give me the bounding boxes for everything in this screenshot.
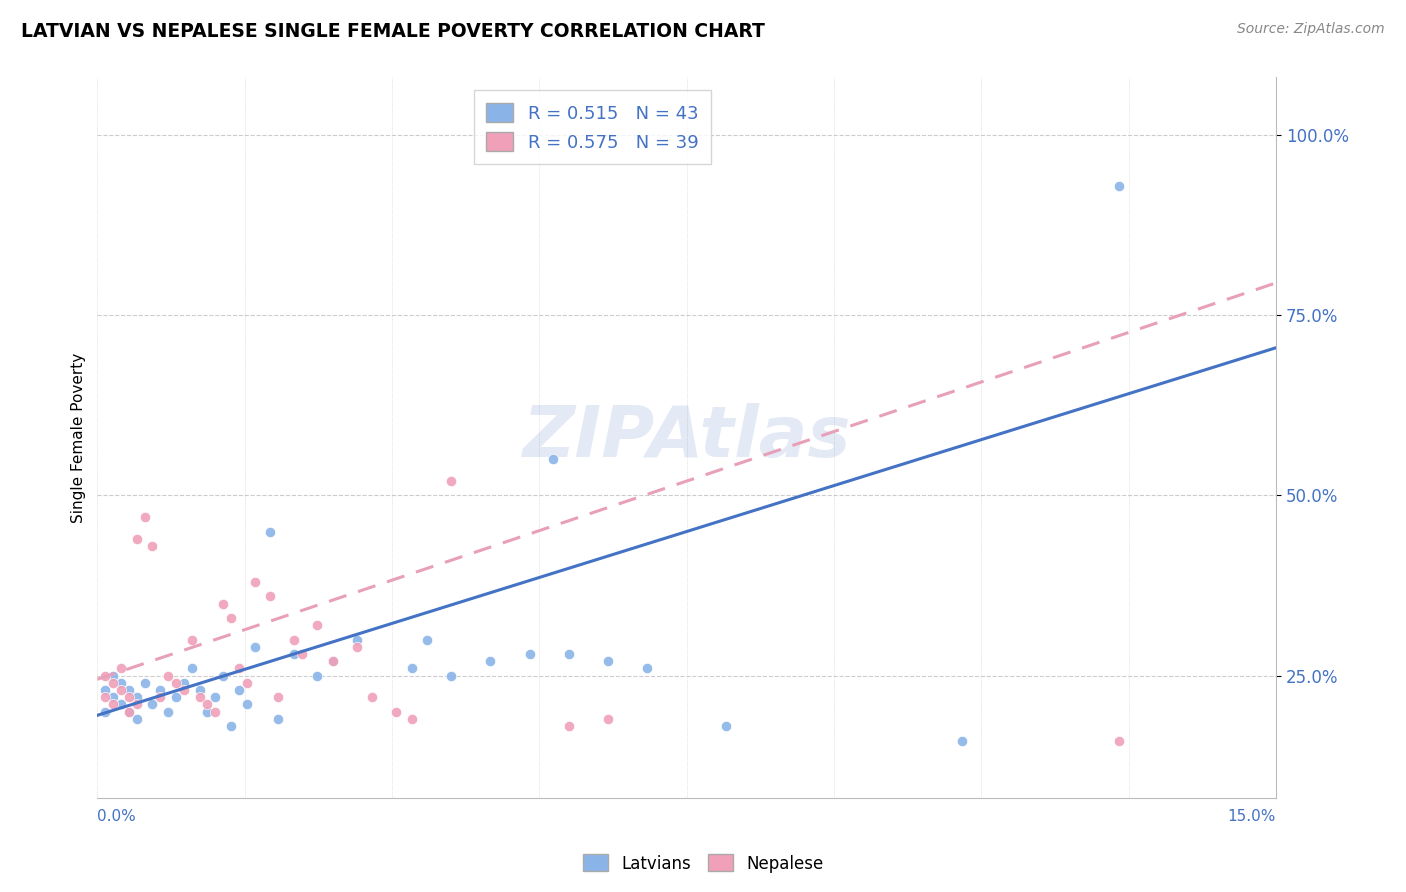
Point	[110, 698, 132, 712]
Point	[385, 705, 408, 719]
Point	[558, 647, 581, 661]
Text: ZIPAtlas: ZIPAtlas	[523, 403, 851, 472]
Point	[322, 654, 344, 668]
Point	[267, 690, 290, 705]
Point	[188, 683, 211, 698]
Point	[416, 632, 439, 647]
Point	[125, 690, 148, 705]
Point	[235, 676, 257, 690]
Text: LATVIAN VS NEPALESE SINGLE FEMALE POVERTY CORRELATION CHART: LATVIAN VS NEPALESE SINGLE FEMALE POVERT…	[21, 22, 765, 41]
Point	[157, 668, 180, 682]
Point	[195, 705, 218, 719]
Point	[94, 705, 117, 719]
Legend: Latvians, Nepalese: Latvians, Nepalese	[576, 847, 830, 880]
Point	[195, 698, 218, 712]
Point	[118, 690, 141, 705]
Point	[141, 539, 163, 553]
Point	[149, 690, 172, 705]
Legend: R = 0.515   N = 43, R = 0.575   N = 39: R = 0.515 N = 43, R = 0.575 N = 39	[474, 90, 711, 164]
Point	[188, 690, 211, 705]
Point	[307, 618, 329, 632]
Point	[125, 712, 148, 726]
Point	[558, 719, 581, 733]
Point	[259, 590, 281, 604]
Point	[118, 705, 141, 719]
Point	[110, 676, 132, 690]
Point	[228, 683, 250, 698]
Point	[219, 719, 242, 733]
Point	[235, 698, 257, 712]
Point	[101, 698, 124, 712]
Point	[149, 683, 172, 698]
Point	[165, 690, 187, 705]
Point	[636, 661, 658, 675]
Point	[180, 661, 202, 675]
Point	[440, 474, 463, 488]
Point	[125, 698, 148, 712]
Point	[110, 661, 132, 675]
Point	[94, 690, 117, 705]
Text: 0.0%: 0.0%	[97, 809, 136, 824]
Point	[519, 647, 541, 661]
Point	[219, 611, 242, 625]
Point	[157, 705, 180, 719]
Point	[173, 676, 195, 690]
Point	[401, 661, 423, 675]
Point	[212, 668, 235, 682]
Point	[1108, 178, 1130, 193]
Point	[479, 654, 502, 668]
Point	[259, 524, 281, 539]
Point	[307, 668, 329, 682]
Text: 15.0%: 15.0%	[1227, 809, 1277, 824]
Point	[212, 597, 235, 611]
Point	[541, 452, 564, 467]
Point	[228, 661, 250, 675]
Point	[110, 683, 132, 698]
Point	[950, 733, 973, 747]
Point	[125, 532, 148, 546]
Point	[134, 676, 156, 690]
Point	[165, 676, 187, 690]
Point	[141, 698, 163, 712]
Point	[204, 690, 226, 705]
Point	[401, 712, 423, 726]
Point	[101, 668, 124, 682]
Point	[598, 654, 620, 668]
Text: Source: ZipAtlas.com: Source: ZipAtlas.com	[1237, 22, 1385, 37]
Point	[101, 676, 124, 690]
Point	[346, 640, 368, 654]
Point	[346, 632, 368, 647]
Point	[283, 647, 305, 661]
Point	[283, 632, 305, 647]
Y-axis label: Single Female Poverty: Single Female Poverty	[72, 352, 86, 523]
Point	[243, 640, 266, 654]
Point	[134, 510, 156, 524]
Point	[180, 632, 202, 647]
Point	[322, 654, 344, 668]
Point	[101, 690, 124, 705]
Point	[440, 668, 463, 682]
Point	[94, 668, 117, 682]
Point	[243, 574, 266, 589]
Point	[118, 683, 141, 698]
Point	[1108, 733, 1130, 747]
Point	[94, 683, 117, 698]
Point	[714, 719, 737, 733]
Point	[118, 705, 141, 719]
Point	[598, 712, 620, 726]
Point	[267, 712, 290, 726]
Point	[173, 683, 195, 698]
Point	[361, 690, 384, 705]
Point	[204, 705, 226, 719]
Point	[291, 647, 314, 661]
